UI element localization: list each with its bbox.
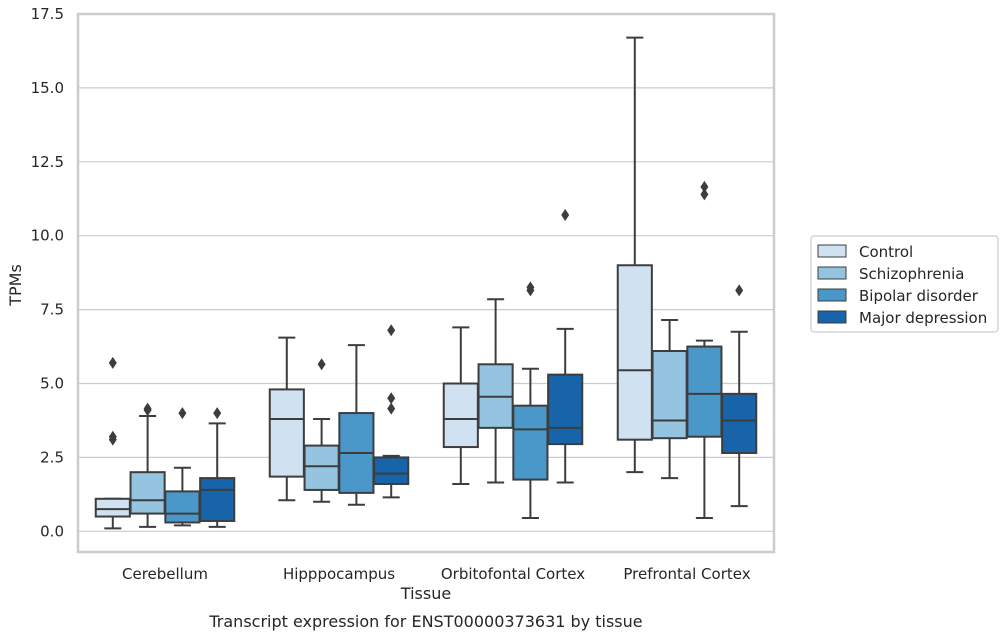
outlier-point <box>317 358 326 371</box>
x-tick-label: Orbitofontal Cortex <box>441 565 585 583</box>
box-0-3 <box>616 36 653 474</box>
y-tick-label: 7.5 <box>40 301 64 319</box>
box-iqr <box>268 388 305 478</box>
box-0-0 <box>94 356 131 530</box>
x-axis-label: Tissue <box>400 584 451 603</box>
legend-swatch <box>817 310 847 324</box>
y-tick-label: 15.0 <box>31 79 64 97</box>
box-iqr <box>94 497 131 518</box>
outlier-point <box>108 430 117 443</box>
box-1-3 <box>651 318 688 480</box>
y-tick-label: 2.5 <box>40 448 64 466</box>
legend-label: Major depression <box>859 309 987 327</box>
box-0-2 <box>442 326 479 486</box>
y-tick-label: 17.5 <box>31 5 64 23</box>
box-iqr <box>512 404 549 481</box>
box-iqr <box>686 345 723 438</box>
box-iqr <box>547 373 584 446</box>
box-iqr <box>129 471 166 515</box>
box-iqr <box>651 349 688 440</box>
box-2-2 <box>512 281 549 520</box>
box-iqr <box>199 477 236 522</box>
legend-swatch <box>817 266 847 280</box>
y-tick-label: 0.0 <box>40 522 64 540</box>
y-axis-ticks: 0.0 2.5 5.0 7.5 10.0 12.5 15.0 17.5 <box>31 5 64 540</box>
x-tick-label: Prefrontal Cortex <box>623 565 750 583</box>
box-3-3 <box>721 284 758 508</box>
box-0-1 <box>268 336 305 502</box>
y-axis-label: TPMs <box>6 264 25 307</box>
outlier-point <box>143 402 152 415</box>
legend-label: Control <box>859 243 913 261</box>
box-2-1 <box>338 344 375 506</box>
box-1-1 <box>303 358 340 503</box>
axes-frame <box>76 12 776 554</box>
outlier-point <box>526 281 535 294</box>
legend-frame <box>810 235 999 333</box>
x-axis-ticks: Cerebellum Hipppocampus Orbitofontal Corte… <box>122 565 751 583</box>
box-2-0 <box>164 407 201 527</box>
legend-label: Schizophrenia <box>859 265 964 283</box>
outlier-point <box>213 407 222 420</box>
y-tick-label: 10.0 <box>31 227 64 245</box>
outlier-point <box>561 209 570 222</box>
x-tick-label: Hipppocampus <box>283 565 395 583</box>
box-3-0 <box>199 407 236 528</box>
box-iqr <box>373 456 410 486</box>
box-iqr <box>303 444 340 491</box>
legend: Control Schizophrenia Bipolar disorder Majo… <box>810 235 999 333</box>
y-tick-label: 5.0 <box>40 375 64 393</box>
legend-swatch <box>817 288 847 302</box>
y-tick-label: 12.5 <box>31 153 64 171</box>
box-2-3 <box>686 180 723 520</box>
legend-label: Bipolar disorder <box>859 287 979 305</box>
outlier-point <box>387 392 396 405</box>
outlier-point <box>178 407 187 420</box>
legend-swatch <box>817 244 847 258</box>
outlier-point <box>108 356 117 369</box>
box-iqr <box>721 392 758 454</box>
box-iqr <box>164 490 201 524</box>
outlier-point <box>700 188 709 201</box>
box-3-1 <box>373 324 410 499</box>
axes-border <box>76 12 776 554</box>
outlier-point <box>735 284 744 297</box>
box-1-0 <box>129 402 166 528</box>
box-3-2 <box>547 209 584 484</box>
box-1-2 <box>477 298 514 484</box>
box-iqr <box>442 382 479 449</box>
outlier-point <box>387 324 396 337</box>
outlier-point <box>700 180 709 193</box>
chart-caption: Transcript expression for ENST0000037363… <box>208 612 642 631</box>
outlier-point <box>387 402 396 415</box>
x-tick-label: Cerebellum <box>122 565 208 583</box>
box-iqr <box>616 264 653 441</box>
grid-lines <box>78 13 774 532</box>
box-plot-boxes <box>94 36 758 530</box>
